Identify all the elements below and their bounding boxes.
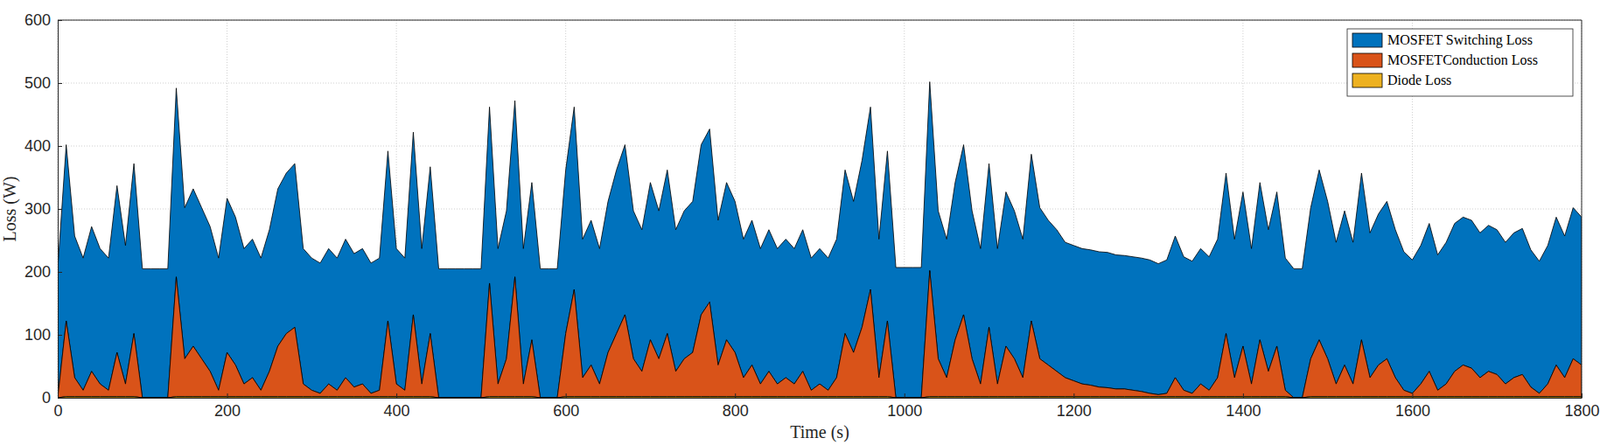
y-tick: 0	[41, 389, 63, 407]
y-tick-label: 100	[24, 326, 51, 344]
y-tick-mark	[57, 209, 63, 210]
areas	[57, 82, 1582, 399]
legend-item: MOSFET Switching Loss	[1352, 32, 1533, 49]
legend: MOSFET Switching Loss MOSFETConduction Lo…	[1347, 28, 1573, 97]
x-tick-label: 1600	[1395, 402, 1431, 420]
chart: 0 200 400 600 800 1000 1200 1400 1600 1800 0 100 200…	[0, 0, 1600, 445]
y-tick: 400	[24, 137, 63, 155]
x-tick-label: 1400	[1225, 402, 1261, 420]
x-tick: 1000	[887, 393, 923, 420]
x-tick-mark	[227, 393, 229, 399]
area-series	[57, 82, 1582, 399]
grid-line-y	[57, 20, 1582, 21]
x-tick: 1600	[1395, 393, 1431, 420]
y-tick-mark	[57, 272, 63, 273]
area-series	[57, 271, 1582, 399]
x-tick-mark	[734, 393, 736, 399]
x-axis: 0 200 400 600 800 1000 1200 1400 1600 1800	[53, 393, 1600, 420]
x-tick: 400	[384, 393, 411, 420]
x-tick: 800	[722, 393, 749, 420]
x-tick-label: 1800	[1564, 402, 1600, 420]
plot: 0 200 400 600 800 1000 1200 1400 1600 1800 0 100 200…	[24, 11, 1600, 420]
grid	[57, 20, 1582, 399]
y-tick-mark	[57, 335, 63, 336]
x-axis-line	[58, 398, 1583, 399]
x-tick: 1200	[1056, 393, 1092, 420]
y-tick-label: 0	[41, 389, 51, 407]
y-tick: 500	[24, 74, 63, 92]
legend-label: MOSFETConduction Loss	[1387, 52, 1538, 68]
frame-right	[1581, 20, 1583, 399]
y-axis: 0 100 200 300 400 500 600	[24, 11, 63, 407]
frame-top	[57, 20, 1582, 21]
area-series	[57, 397, 1582, 399]
y-tick-label: 600	[24, 11, 51, 29]
y-tick: 600	[24, 11, 63, 29]
legend-swatch	[1352, 53, 1383, 68]
x-tick-label: 400	[384, 402, 411, 420]
y-tick-label: 500	[24, 74, 51, 92]
legend-swatch	[1352, 33, 1383, 48]
x-tick-label: 0	[53, 402, 63, 420]
x-tick-mark	[396, 393, 398, 399]
y-tick-label: 400	[24, 137, 51, 155]
y-axis-title: Loss (W)	[0, 176, 21, 243]
legend-box	[1347, 28, 1573, 97]
x-tick-mark	[565, 393, 567, 399]
x-tick-label: 800	[722, 402, 749, 420]
x-tick-label: 200	[214, 402, 241, 420]
y-tick: 300	[24, 200, 63, 218]
x-axis-title: Time (s)	[789, 422, 850, 443]
legend-item: Diode Loss	[1352, 72, 1452, 88]
legend-label: MOSFET Switching Loss	[1387, 32, 1533, 49]
plot-background	[57, 20, 1582, 399]
x-tick-label: 1000	[887, 402, 923, 420]
x-tick-label: 600	[552, 402, 580, 420]
legend-swatch	[1352, 73, 1383, 88]
y-tick: 200	[24, 263, 63, 281]
x-tick-mark	[1073, 393, 1075, 399]
grid-line-y	[57, 146, 1582, 147]
legend-label: Diode Loss	[1387, 72, 1452, 88]
y-tick-mark	[57, 83, 63, 84]
x-tick-mark	[1243, 393, 1244, 399]
x-tick: 200	[214, 393, 241, 420]
x-tick-mark	[1411, 393, 1413, 399]
x-tick: 600	[552, 393, 580, 420]
y-tick: 100	[24, 326, 63, 344]
grid-line-x	[1581, 20, 1583, 399]
x-tick-mark	[904, 393, 906, 399]
y-tick-label: 200	[24, 263, 51, 281]
x-tick: 1400	[1225, 393, 1261, 420]
grid-line-y	[57, 398, 1582, 399]
legend-item: MOSFETConduction Loss	[1352, 52, 1538, 68]
y-tick-label: 300	[24, 200, 51, 218]
x-tick-label: 1200	[1056, 402, 1092, 420]
y-tick-mark	[57, 146, 63, 147]
y-tick-mark	[57, 398, 63, 399]
